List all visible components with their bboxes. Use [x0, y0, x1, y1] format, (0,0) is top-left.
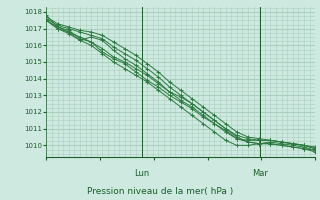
- Text: Pression niveau de la mer( hPa ): Pression niveau de la mer( hPa ): [87, 187, 233, 196]
- Text: Lun: Lun: [134, 169, 149, 178]
- Text: Mar: Mar: [252, 169, 268, 178]
